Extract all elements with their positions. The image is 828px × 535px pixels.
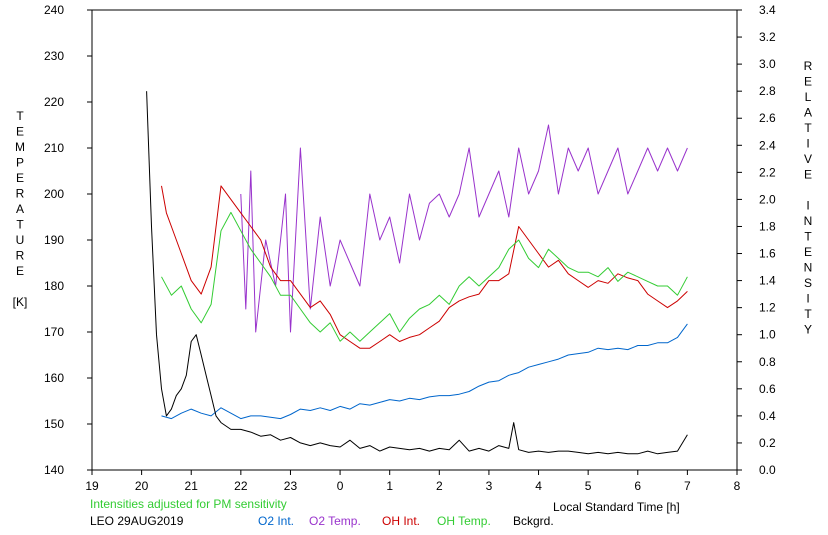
y-right-tick-label: 2.4 [759,138,776,152]
right-axis-label-letter: I [806,292,809,306]
series-line-o2-int [161,323,688,420]
left-axis-label-letter: T [16,109,24,123]
right-axis-label-letter: E [804,245,812,259]
x-tick-label: 22 [234,479,248,493]
station-date-label: LEO 29AUG2019 [90,514,184,528]
x-tick-label: 0 [337,479,344,493]
right-axis-label-letter: I [806,137,809,151]
x-tick-label: 20 [135,479,149,493]
x-tick-label: 7 [684,479,691,493]
y-left-tick-label: 210 [44,141,64,155]
right-axis-label-letter: V [804,152,812,166]
series-line-bckgrd [146,91,688,455]
right-axis-label-letter: Y [804,323,812,337]
y-left-tick-label: 180 [44,279,64,293]
y-right-tick-label: 2.0 [759,192,776,206]
left-axis-label-letter: E [16,171,24,185]
right-axis-label-letter: T [804,307,812,321]
right-axis-label-letter: S [804,276,812,290]
x-tick-label: 19 [85,479,99,493]
y-left-tick-label: 200 [44,187,64,201]
right-axis-label-letter: E [804,168,812,182]
right-axis-label-letter: L [805,90,812,104]
y-left-tick-label: 240 [44,3,64,17]
y-left-tick-label: 190 [44,233,64,247]
series-line-o2-temp [240,124,688,333]
y-right-tick-label: 2.6 [759,111,776,125]
right-y-axis: 0.0 0.2 0.4 0.6 0.8 1.0 1.2 1.4 1.6 1.8 2.0 2.2 2.4 2… [737,3,776,477]
y-right-tick-label: 0.0 [759,463,776,477]
y-right-tick-label: 3.2 [759,30,776,44]
series-line-oh-temp [161,211,688,342]
left-axis-label-letter: A [16,202,24,216]
y-left-tick-label: 150 [44,417,64,431]
right-axis-label-letter: A [804,106,812,120]
y-right-tick-label: 3.0 [759,57,776,71]
y-right-tick-label: 1.0 [759,328,776,342]
series-line-oh-int [161,185,688,349]
y-right-tick-label: 2.8 [759,84,776,98]
series-group [146,91,688,455]
right-axis-label-letter: I [806,199,809,213]
legend-item-oh-int: OH Int. [382,514,421,528]
x-tick-label: 5 [585,479,592,493]
right-axis-label-letter: R [804,59,813,73]
legend-item-o2-temp: O2 Temp. [309,514,361,528]
x-tick-label: 1 [386,479,393,493]
right-axis-label-letter: N [804,261,813,275]
y-right-tick-label: 1.8 [759,219,776,233]
left-axis-label-letter: E [16,125,24,139]
y-right-tick-label: 3.4 [759,3,776,17]
x-tick-label: 3 [486,479,493,493]
x-tick-label: 23 [284,479,298,493]
right-axis-label-letter: N [804,214,813,228]
right-axis-label-letter: T [804,230,812,244]
y-right-tick-label: 0.6 [759,382,776,396]
right-axis-label-letter: E [804,75,812,89]
left-axis-label-letter: [K] [13,295,28,309]
x-axis-title: Local Standard Time [h] [553,500,680,514]
left-axis-label-letter: E [16,264,24,278]
left-axis-label-letter: R [16,187,25,201]
y-left-tick-label: 230 [44,49,64,63]
y-left-tick-label: 160 [44,371,64,385]
y-right-tick-label: 0.2 [759,436,776,450]
y-right-tick-label: 1.2 [759,301,776,315]
y-right-tick-label: 1.4 [759,274,776,288]
left-axis-label-letter: M [15,140,25,154]
y-left-tick-label: 140 [44,463,64,477]
y-left-tick-label: 170 [44,325,64,339]
x-tick-label: 21 [185,479,199,493]
x-tick-label: 2 [436,479,443,493]
plot-frame [91,9,738,471]
left-y-axis: 140 150 160 170 180 190 200 210 220 230 240 [44,3,92,477]
y-right-tick-label: 0.4 [759,409,776,423]
left-axis-label-letter: P [16,156,24,170]
x-tick-label: 6 [634,479,641,493]
y-right-tick-label: 2.2 [759,165,776,179]
left-axis-label-letter: T [16,218,24,232]
right-axis-label-letter: T [804,121,812,135]
y-right-tick-label: 1.6 [759,247,776,261]
left-axis-label-letter: U [16,233,25,247]
legend-item-o2-int: O2 Int. [258,514,295,528]
sensitivity-note: Intensities adjusted for PM sensitivity [90,497,287,511]
legend-item-oh-temp: OH Temp. [437,514,491,528]
legend-item-bckgrd: Bckgrd. [513,514,554,528]
x-tick-label: 4 [535,479,542,493]
x-axis: 19 20 21 22 23 0 1 2 3 4 5 6 7 8 [85,470,741,493]
y-right-tick-label: 0.8 [759,355,776,369]
x-tick-label: 8 [734,479,741,493]
left-axis-label-letter: R [16,249,25,263]
y-left-tick-label: 220 [44,95,64,109]
